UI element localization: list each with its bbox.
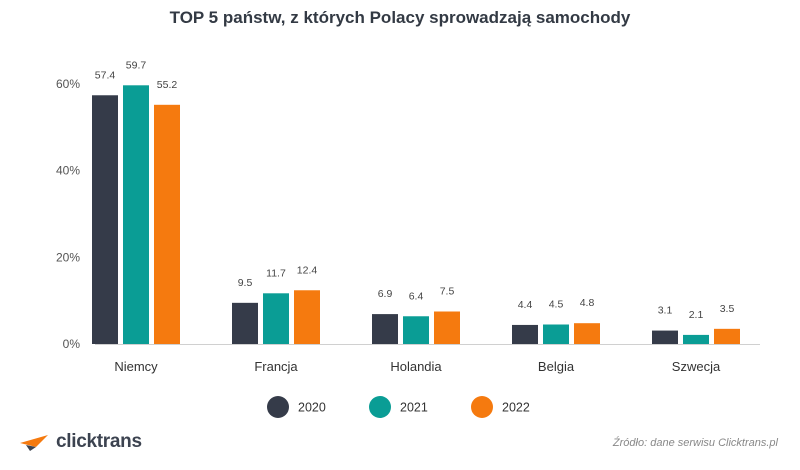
bar-francja-2020 (232, 303, 258, 344)
y-tick-label: 20% (56, 250, 80, 264)
x-tick-label: Szwecja (672, 359, 721, 374)
y-axis: 0% 20% 40% 60% (56, 77, 80, 351)
data-label: 4.8 (580, 297, 595, 309)
bar-holandia-2022 (434, 312, 460, 345)
bar-holandia-2020 (372, 314, 398, 344)
data-label: 57.4 (95, 69, 116, 81)
source-note: Źródło: dane serwisu Clicktrans.pl (613, 437, 778, 449)
x-tick-label: Belgia (538, 359, 575, 374)
data-label: 9.5 (238, 277, 253, 289)
x-tick-label: Francja (254, 359, 298, 374)
x-tick-label: Niemcy (114, 359, 158, 374)
bar-belgia-2021 (543, 325, 569, 345)
data-label: 6.9 (378, 288, 393, 300)
data-label: 2.1 (689, 309, 704, 321)
y-tick-label: 60% (56, 77, 80, 91)
legend-marker-2022 (471, 396, 493, 418)
bar-belgia-2020 (512, 325, 538, 344)
data-label: 12.4 (297, 264, 318, 276)
bar-francja-2021 (263, 293, 289, 344)
bar-niemcy-2022 (154, 105, 180, 344)
bar-francja-2022 (294, 290, 320, 344)
bar-holandia-2021 (403, 316, 429, 344)
legend-label: 2022 (502, 401, 530, 415)
data-label: 3.5 (720, 303, 735, 315)
legend: 2020 2021 2022 (267, 396, 530, 418)
data-label: 7.5 (440, 286, 455, 298)
data-label: 6.4 (409, 290, 424, 302)
legend-label: 2021 (400, 401, 428, 415)
data-label: 55.2 (157, 79, 178, 91)
logo-text: clicktrans (56, 431, 142, 453)
bar-szwecja-2022 (714, 329, 740, 344)
legend-marker-2020 (267, 396, 289, 418)
bar-niemcy-2020 (92, 95, 118, 344)
legend-label: 2020 (298, 401, 326, 415)
x-axis: Niemcy Francja Holandia Belgia Szwecja (95, 345, 760, 375)
bar-belgia-2022 (574, 323, 600, 344)
data-label: 11.7 (266, 267, 286, 279)
data-label: 4.5 (549, 299, 564, 311)
y-tick-label: 40% (56, 164, 80, 178)
logo-arrow-icon (20, 433, 50, 451)
bar-szwecja-2020 (652, 331, 678, 344)
bars: 57.4 59.7 55.2 9.5 11.7 12.4 6.9 6.4 7.5 4.4 4.5 4.… (92, 59, 740, 344)
y-tick-label: 0% (63, 337, 81, 351)
clicktrans-logo: clicktrans (20, 430, 142, 454)
data-label: 4.4 (518, 299, 533, 311)
data-label: 59.7 (126, 59, 147, 71)
legend-marker-2021 (369, 396, 391, 418)
data-label: 3.1 (658, 305, 673, 317)
bar-niemcy-2021 (123, 85, 149, 344)
x-tick-label: Holandia (390, 359, 442, 374)
bar-szwecja-2021 (683, 335, 709, 344)
